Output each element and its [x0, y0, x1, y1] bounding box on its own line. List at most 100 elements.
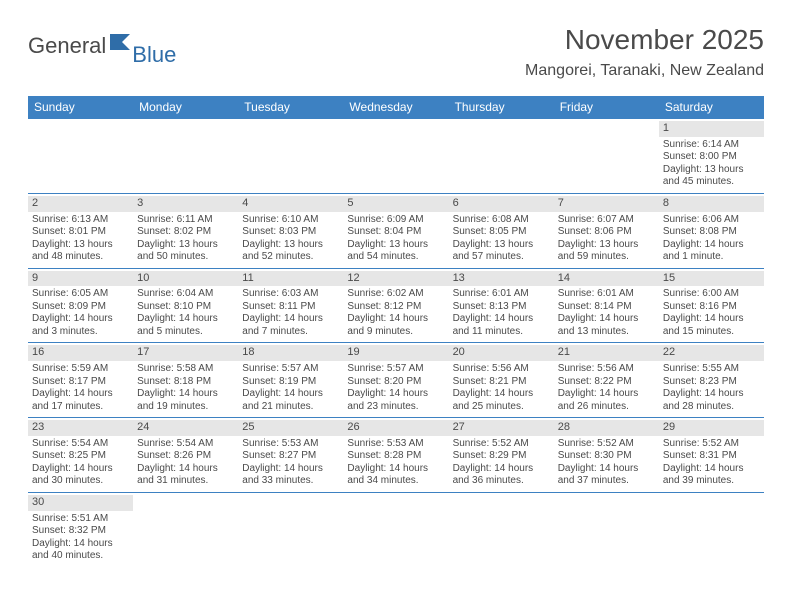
- day-header: Friday: [554, 96, 659, 119]
- sunrise-line: Sunrise: 6:06 AM: [663, 214, 760, 227]
- daylight-line-2: and 30 minutes.: [32, 475, 129, 488]
- sunrise-line: Sunrise: 5:53 AM: [347, 438, 444, 451]
- calendar-cell-empty: [449, 493, 554, 567]
- calendar-week: 23Sunrise: 5:54 AMSunset: 8:25 PMDayligh…: [28, 418, 764, 493]
- sunrise-line: Sunrise: 6:01 AM: [453, 288, 550, 301]
- day-number: 28: [554, 420, 659, 436]
- daylight-line-2: and 26 minutes.: [558, 401, 655, 414]
- calendar-cell: 10Sunrise: 6:04 AMSunset: 8:10 PMDayligh…: [133, 269, 238, 343]
- sunset-line: Sunset: 8:03 PM: [242, 226, 339, 239]
- daylight-line-2: and 39 minutes.: [663, 475, 760, 488]
- daylight-line-1: Daylight: 13 hours: [242, 239, 339, 252]
- sunset-line: Sunset: 8:08 PM: [663, 226, 760, 239]
- sunrise-line: Sunrise: 5:57 AM: [242, 363, 339, 376]
- calendar-cell: 21Sunrise: 5:56 AMSunset: 8:22 PMDayligh…: [554, 343, 659, 417]
- sunrise-line: Sunrise: 5:53 AM: [242, 438, 339, 451]
- daylight-line-1: Daylight: 14 hours: [32, 538, 129, 551]
- daylight-line-1: Daylight: 14 hours: [558, 463, 655, 476]
- day-number: 18: [238, 345, 343, 361]
- sunrise-line: Sunrise: 6:00 AM: [663, 288, 760, 301]
- sunset-line: Sunset: 8:00 PM: [663, 151, 760, 164]
- sunset-line: Sunset: 8:32 PM: [32, 525, 129, 538]
- logo-text-general: General: [28, 33, 106, 59]
- daylight-line-2: and 34 minutes.: [347, 475, 444, 488]
- calendar-cell: 12Sunrise: 6:02 AMSunset: 8:12 PMDayligh…: [343, 269, 448, 343]
- logo-text-blue: Blue: [132, 42, 176, 68]
- sunrise-line: Sunrise: 6:11 AM: [137, 214, 234, 227]
- calendar-cell: 23Sunrise: 5:54 AMSunset: 8:25 PMDayligh…: [28, 418, 133, 492]
- daylight-line-2: and 19 minutes.: [137, 401, 234, 414]
- calendar-cell-empty: [133, 493, 238, 567]
- calendar-week: 16Sunrise: 5:59 AMSunset: 8:17 PMDayligh…: [28, 343, 764, 418]
- day-number: 12: [343, 271, 448, 287]
- sunrise-line: Sunrise: 5:59 AM: [32, 363, 129, 376]
- daylight-line-1: Daylight: 14 hours: [558, 313, 655, 326]
- daylight-line-1: Daylight: 13 hours: [137, 239, 234, 252]
- day-number: 16: [28, 345, 133, 361]
- daylight-line-1: Daylight: 14 hours: [137, 313, 234, 326]
- daylight-line-2: and 13 minutes.: [558, 326, 655, 339]
- sunrise-line: Sunrise: 5:52 AM: [663, 438, 760, 451]
- daylight-line-1: Daylight: 13 hours: [32, 239, 129, 252]
- day-number: 15: [659, 271, 764, 287]
- daylight-line-1: Daylight: 14 hours: [347, 463, 444, 476]
- sunrise-line: Sunrise: 6:08 AM: [453, 214, 550, 227]
- location-text: Mangorei, Taranaki, New Zealand: [525, 62, 764, 80]
- daylight-line-1: Daylight: 14 hours: [347, 313, 444, 326]
- sunrise-line: Sunrise: 5:58 AM: [137, 363, 234, 376]
- day-number: 30: [28, 495, 133, 511]
- daylight-line-2: and 59 minutes.: [558, 251, 655, 264]
- daylight-line-2: and 17 minutes.: [32, 401, 129, 414]
- sunrise-line: Sunrise: 5:52 AM: [453, 438, 550, 451]
- page-title: November 2025: [525, 24, 764, 56]
- sunset-line: Sunset: 8:09 PM: [32, 301, 129, 314]
- calendar-cell: 8Sunrise: 6:06 AMSunset: 8:08 PMDaylight…: [659, 194, 764, 268]
- sunset-line: Sunset: 8:20 PM: [347, 376, 444, 389]
- calendar-cell: 25Sunrise: 5:53 AMSunset: 8:27 PMDayligh…: [238, 418, 343, 492]
- daylight-line-2: and 40 minutes.: [32, 550, 129, 563]
- calendar-cell: 11Sunrise: 6:03 AMSunset: 8:11 PMDayligh…: [238, 269, 343, 343]
- daylight-line-1: Daylight: 13 hours: [347, 239, 444, 252]
- day-number: 9: [28, 271, 133, 287]
- daylight-line-2: and 15 minutes.: [663, 326, 760, 339]
- daylight-line-2: and 9 minutes.: [347, 326, 444, 339]
- daylight-line-1: Daylight: 14 hours: [453, 463, 550, 476]
- calendar-cell: 24Sunrise: 5:54 AMSunset: 8:26 PMDayligh…: [133, 418, 238, 492]
- calendar-cell-empty: [659, 493, 764, 567]
- sunrise-line: Sunrise: 6:02 AM: [347, 288, 444, 301]
- sunrise-line: Sunrise: 5:57 AM: [347, 363, 444, 376]
- sunset-line: Sunset: 8:05 PM: [453, 226, 550, 239]
- calendar-cell: 15Sunrise: 6:00 AMSunset: 8:16 PMDayligh…: [659, 269, 764, 343]
- calendar-cell: 6Sunrise: 6:08 AMSunset: 8:05 PMDaylight…: [449, 194, 554, 268]
- daylight-line-2: and 31 minutes.: [137, 475, 234, 488]
- day-number: 3: [133, 196, 238, 212]
- daylight-line-2: and 3 minutes.: [32, 326, 129, 339]
- daylight-line-2: and 21 minutes.: [242, 401, 339, 414]
- daylight-line-2: and 11 minutes.: [453, 326, 550, 339]
- sunset-line: Sunset: 8:14 PM: [558, 301, 655, 314]
- day-number: 10: [133, 271, 238, 287]
- sunset-line: Sunset: 8:21 PM: [453, 376, 550, 389]
- daylight-line-2: and 28 minutes.: [663, 401, 760, 414]
- title-block: November 2025 Mangorei, Taranaki, New Ze…: [525, 24, 764, 80]
- daylight-line-2: and 7 minutes.: [242, 326, 339, 339]
- day-number: 24: [133, 420, 238, 436]
- sunset-line: Sunset: 8:27 PM: [242, 450, 339, 463]
- flag-icon: [108, 32, 134, 59]
- calendar-cell: 13Sunrise: 6:01 AMSunset: 8:13 PMDayligh…: [449, 269, 554, 343]
- calendar-week: 2Sunrise: 6:13 AMSunset: 8:01 PMDaylight…: [28, 194, 764, 269]
- sunset-line: Sunset: 8:16 PM: [663, 301, 760, 314]
- calendar-cell: 1Sunrise: 6:14 AMSunset: 8:00 PMDaylight…: [659, 119, 764, 193]
- sunset-line: Sunset: 8:30 PM: [558, 450, 655, 463]
- sunset-line: Sunset: 8:10 PM: [137, 301, 234, 314]
- daylight-line-2: and 50 minutes.: [137, 251, 234, 264]
- sunset-line: Sunset: 8:12 PM: [347, 301, 444, 314]
- daylight-line-1: Daylight: 14 hours: [663, 239, 760, 252]
- sunset-line: Sunset: 8:02 PM: [137, 226, 234, 239]
- sunrise-line: Sunrise: 5:54 AM: [137, 438, 234, 451]
- day-number: 7: [554, 196, 659, 212]
- daylight-line-2: and 23 minutes.: [347, 401, 444, 414]
- sunset-line: Sunset: 8:01 PM: [32, 226, 129, 239]
- sunrise-line: Sunrise: 5:56 AM: [453, 363, 550, 376]
- calendar-week: 9Sunrise: 6:05 AMSunset: 8:09 PMDaylight…: [28, 269, 764, 344]
